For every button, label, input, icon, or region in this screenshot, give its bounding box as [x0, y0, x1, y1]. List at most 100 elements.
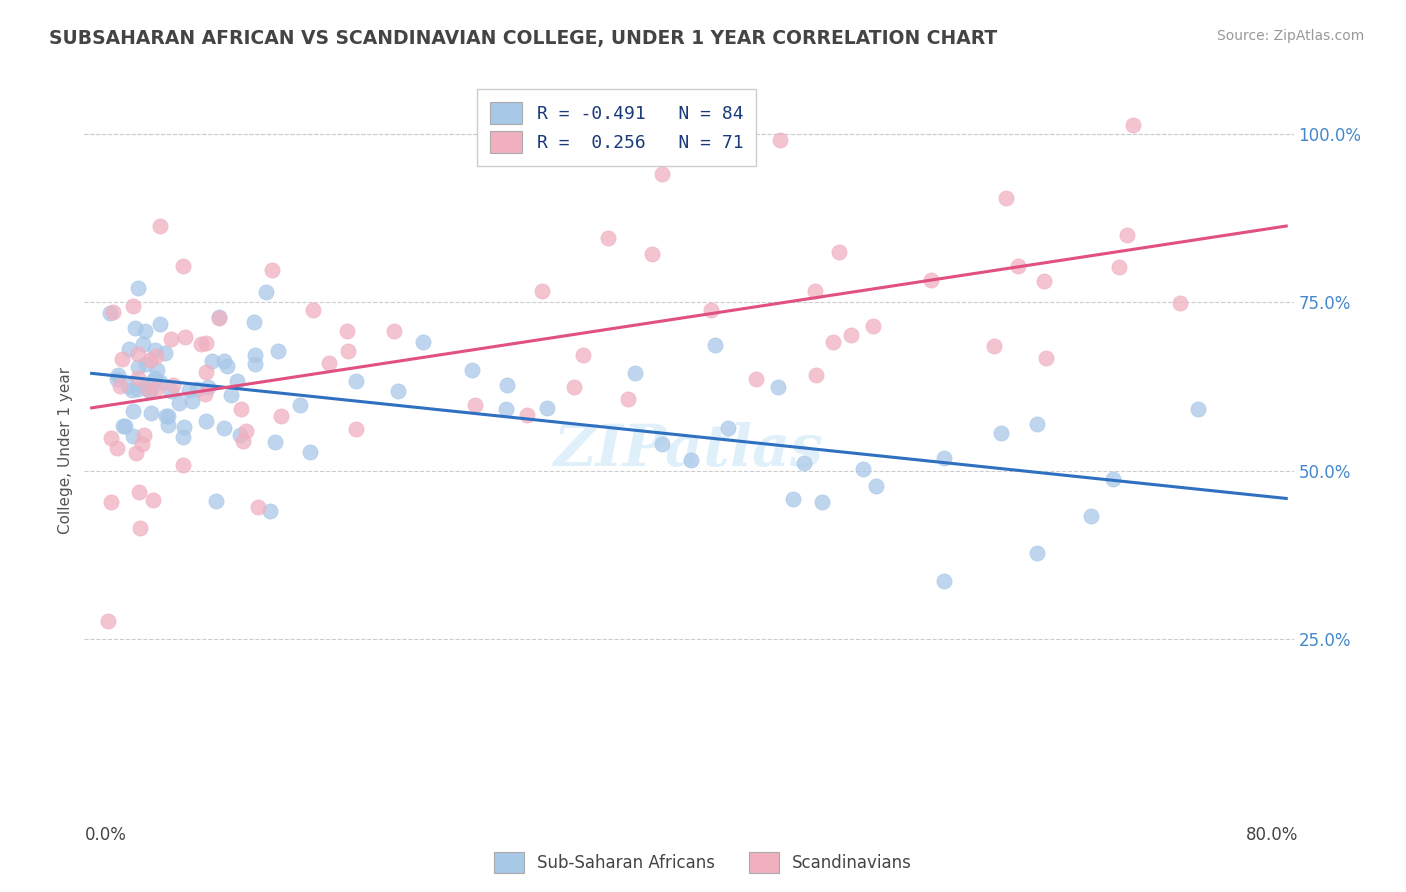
Point	[155, 409, 177, 424]
Point	[806, 368, 828, 382]
Point	[128, 484, 150, 499]
Point	[828, 244, 851, 259]
Point	[288, 398, 311, 412]
Point	[302, 303, 325, 318]
Point	[229, 402, 252, 417]
Point	[920, 273, 942, 287]
Point	[865, 479, 887, 493]
Point	[344, 374, 367, 388]
Point	[235, 425, 257, 439]
Text: ZIPatlas: ZIPatlas	[554, 422, 824, 479]
Point	[1122, 119, 1144, 133]
Point	[1080, 509, 1102, 524]
Point	[124, 321, 146, 335]
Point	[245, 357, 267, 371]
Point	[219, 387, 242, 401]
Point	[134, 380, 156, 394]
Point	[1108, 260, 1130, 274]
Point	[205, 494, 228, 508]
Point	[98, 306, 121, 320]
Point	[259, 503, 281, 517]
Point	[932, 574, 955, 589]
Point	[681, 453, 703, 467]
Point	[132, 428, 155, 442]
Point	[160, 332, 183, 346]
Point	[530, 284, 553, 298]
Text: Source: ZipAtlas.com: Source: ZipAtlas.com	[1216, 29, 1364, 43]
Point	[298, 445, 321, 459]
Point	[195, 414, 218, 428]
Point	[641, 246, 664, 260]
Point	[108, 379, 131, 393]
Point	[536, 401, 558, 415]
Point	[149, 317, 172, 331]
Point	[229, 427, 252, 442]
Point	[103, 305, 125, 319]
Point	[138, 384, 160, 398]
Point	[412, 334, 434, 349]
Point	[174, 330, 197, 344]
Point	[111, 419, 134, 434]
Point	[194, 335, 217, 350]
Point	[122, 429, 145, 443]
Point	[318, 356, 340, 370]
Point	[495, 402, 517, 417]
Point	[596, 231, 619, 245]
Point	[461, 363, 484, 377]
Point	[651, 167, 673, 181]
Point	[136, 382, 159, 396]
Point	[117, 378, 139, 392]
Point	[181, 393, 204, 408]
Point	[145, 349, 167, 363]
Point	[141, 492, 163, 507]
Point	[254, 285, 277, 300]
Point	[122, 299, 145, 313]
Point	[186, 382, 208, 396]
Point	[1187, 402, 1209, 417]
Point	[1168, 295, 1191, 310]
Point	[114, 418, 136, 433]
Point	[131, 437, 153, 451]
Point	[1025, 417, 1047, 432]
Point	[208, 310, 231, 325]
Point	[138, 383, 160, 397]
Point	[267, 343, 290, 358]
Point	[262, 263, 284, 277]
Point	[156, 417, 179, 432]
Point	[821, 334, 844, 349]
Point	[983, 339, 1005, 353]
Point	[934, 450, 956, 465]
Point	[107, 368, 129, 383]
Legend: R = -0.491   N = 84, R =  0.256   N = 71: R = -0.491 N = 84, R = 0.256 N = 71	[477, 89, 756, 166]
Point	[212, 354, 235, 368]
Point	[1007, 259, 1029, 273]
Point	[990, 425, 1012, 440]
Point	[496, 378, 519, 392]
Point	[127, 281, 149, 295]
Point	[994, 191, 1017, 205]
Point	[179, 383, 201, 397]
Point	[336, 324, 359, 338]
Point	[207, 311, 229, 326]
Point	[624, 367, 647, 381]
Point	[194, 365, 217, 379]
Point	[862, 318, 884, 333]
Point	[717, 420, 740, 434]
Point	[811, 495, 834, 509]
Point	[143, 371, 166, 385]
Point	[217, 359, 239, 373]
Point	[464, 398, 486, 412]
Point	[128, 521, 150, 535]
Point	[121, 383, 143, 397]
Point	[242, 315, 264, 329]
Point	[167, 396, 190, 410]
Point	[516, 408, 538, 422]
Point	[344, 422, 367, 436]
Point	[337, 344, 360, 359]
Point	[201, 354, 224, 368]
Point	[232, 434, 254, 448]
Y-axis label: College, Under 1 year: College, Under 1 year	[58, 367, 73, 534]
Point	[1032, 274, 1054, 288]
Point	[149, 219, 172, 233]
Point	[162, 377, 184, 392]
